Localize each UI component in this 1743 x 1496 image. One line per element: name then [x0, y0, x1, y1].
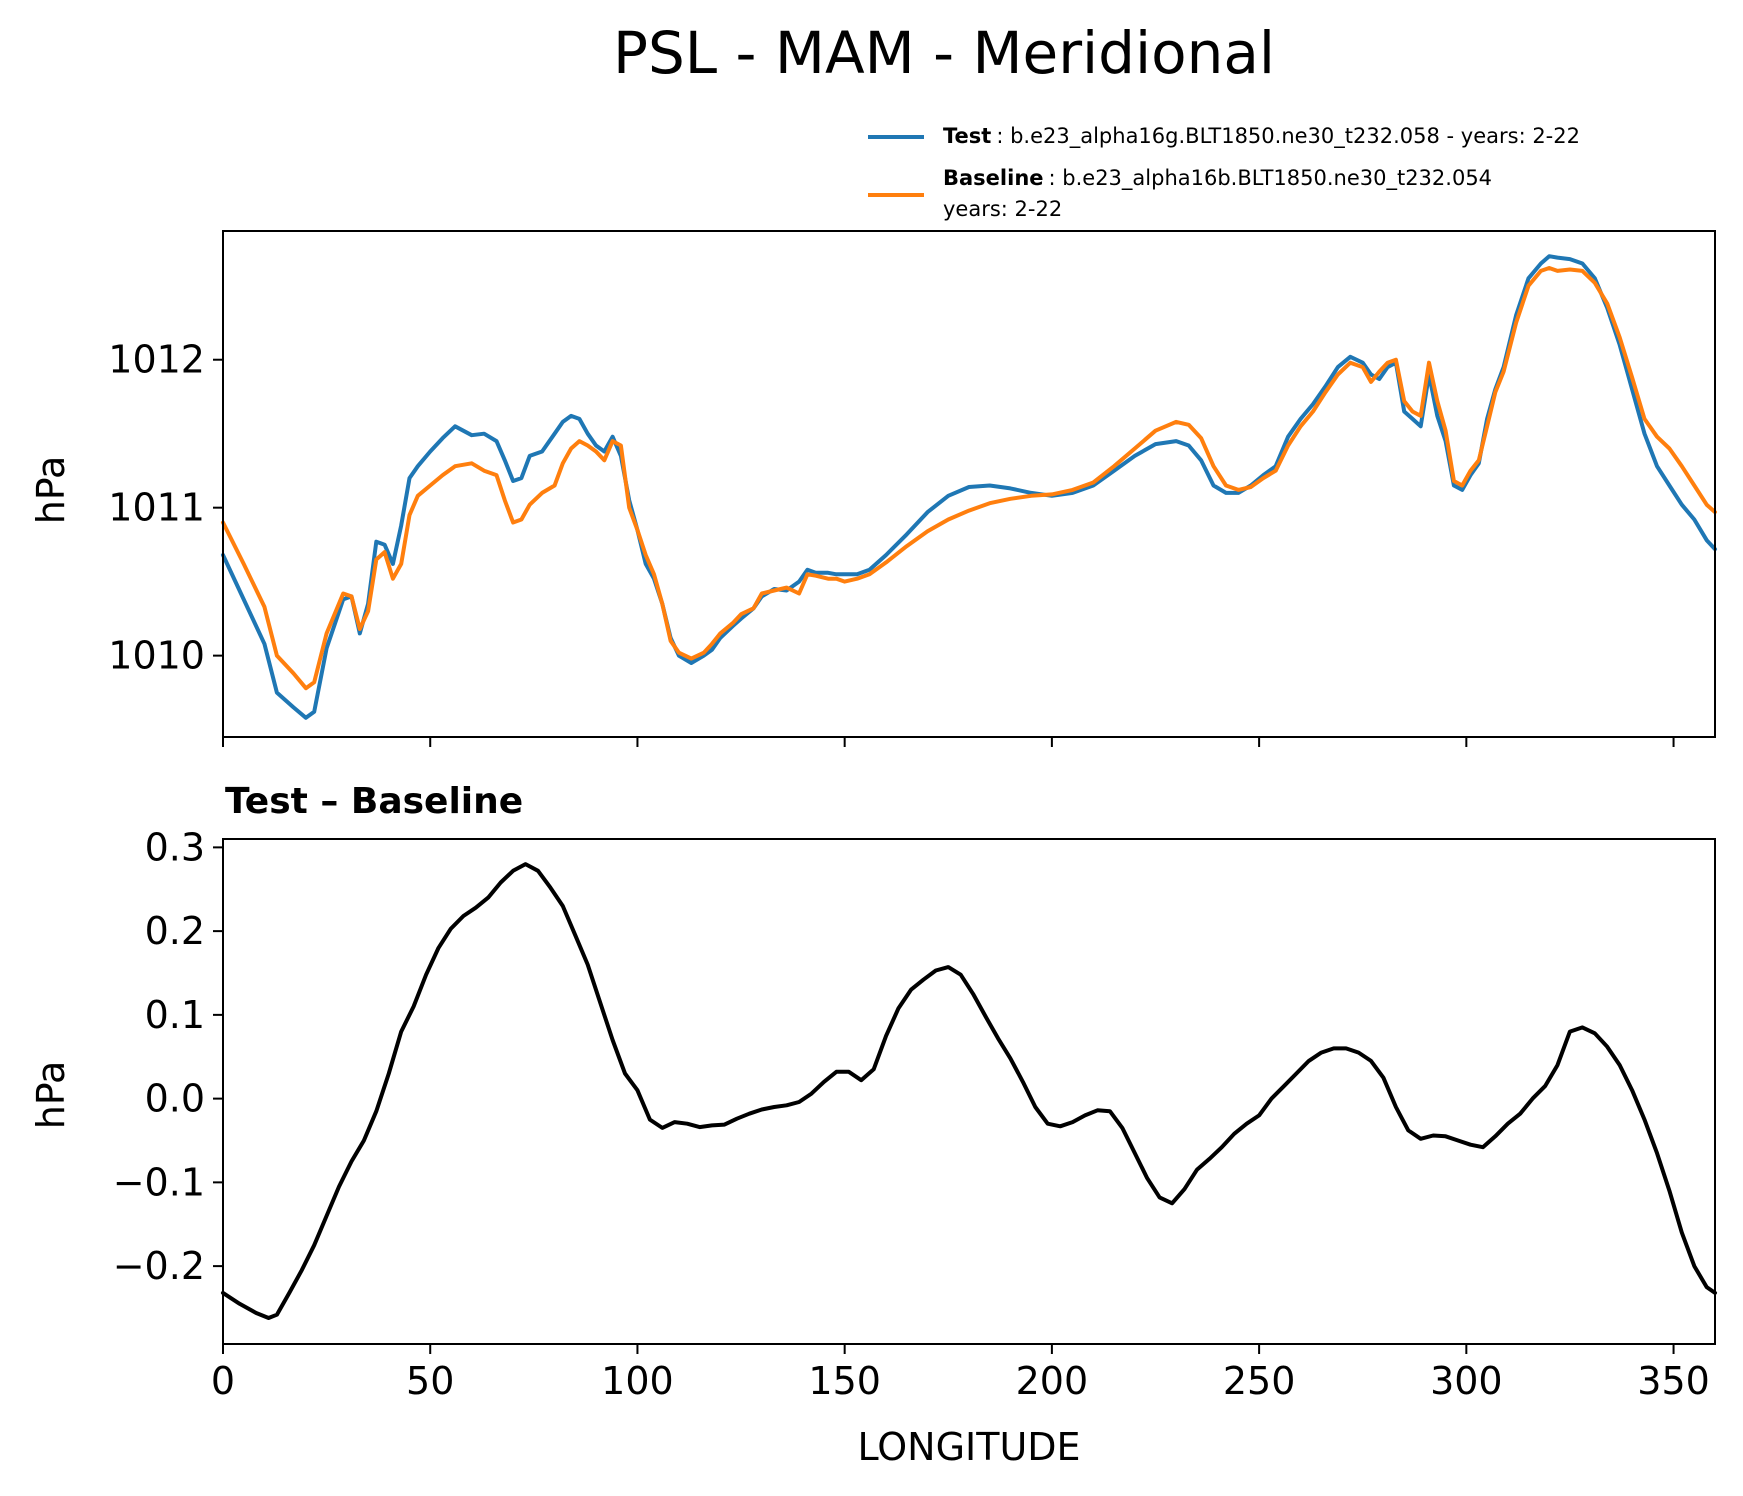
- top-panel: 1010 1011 1012 hPa: [29, 230, 1717, 747]
- legend-text-test: : b.e23_alpha16g.BLT1850.ne30_t232.058 -…: [996, 124, 1580, 149]
- legend: Test: b.e23_alpha16g.BLT1850.ne30_t232.0…: [868, 124, 1580, 221]
- x-axis-label: LONGITUDE: [857, 1425, 1080, 1469]
- legend-key-baseline: Baseline: [943, 166, 1044, 190]
- legend-key-test: Test: [943, 124, 991, 148]
- bottom-panel-title: Test – Baseline: [225, 781, 523, 822]
- bottom-y-tick-label: 0.0: [145, 1077, 205, 1121]
- top-panel-frame: [222, 230, 1716, 738]
- bottom-x-tick-label: 200: [1016, 1359, 1089, 1403]
- bottom-y-axis-label: hPa: [29, 1061, 73, 1130]
- bottom-y-tick-label: 0.2: [145, 909, 205, 953]
- top-y-tick-label: 1011: [108, 486, 205, 530]
- bottom-x-tick-label: 150: [808, 1359, 881, 1403]
- figure-title: PSL - MAM - Meridional: [613, 19, 1275, 87]
- bottom-y-tick-label: 0.1: [145, 993, 205, 1037]
- top-x-ticks: [222, 737, 1675, 747]
- top-y-tick-label: 1010: [108, 634, 205, 678]
- bottom-y-tick-label: −0.2: [113, 1244, 205, 1288]
- bottom-x-tick-label: 100: [601, 1359, 674, 1403]
- bottom-x-tick-label: 250: [1223, 1359, 1296, 1403]
- top-series-lines: [221, 254, 1717, 720]
- bottom-x-tick-label: 50: [406, 1359, 454, 1403]
- bottom-panel-frame: [222, 838, 1716, 1345]
- bottom-x-ticks: 0 50 100 150 200 250 300 350: [211, 1344, 1710, 1403]
- bottom-x-tick-label: 350: [1637, 1359, 1710, 1403]
- bottom-series-line-difference: [221, 862, 1717, 1320]
- top-series-line-test: [221, 254, 1717, 720]
- legend-text-baseline-line2: years: 2-22: [943, 197, 1062, 221]
- legend-text-baseline: : b.e23_alpha16b.BLT1850.ne30_t232.054: [1049, 166, 1493, 191]
- top-y-ticks: 1010 1011 1012: [108, 338, 223, 678]
- top-y-tick-label: 1012: [108, 338, 205, 382]
- bottom-y-ticks: −0.2 −0.1 0.0 0.1 0.2 0.3: [113, 825, 223, 1288]
- bottom-panel: Test – Baseline 0 50 100 150 200 250 300 350 −0…: [29, 781, 1717, 1469]
- top-series-line-baseline: [221, 266, 1717, 691]
- legend-entry-test: Test: b.e23_alpha16g.BLT1850.ne30_t232.0…: [943, 124, 1580, 149]
- bottom-x-tick-label: 0: [211, 1359, 235, 1403]
- bottom-y-tick-label: 0.3: [145, 825, 205, 869]
- bottom-y-tick-label: −0.1: [113, 1160, 205, 1204]
- legend-entry-baseline: Baseline: b.e23_alpha16b.BLT1850.ne30_t2…: [943, 166, 1492, 191]
- bottom-x-tick-label: 300: [1430, 1359, 1503, 1403]
- bottom-series-lines: [221, 862, 1717, 1320]
- top-y-axis-label: hPa: [29, 456, 73, 525]
